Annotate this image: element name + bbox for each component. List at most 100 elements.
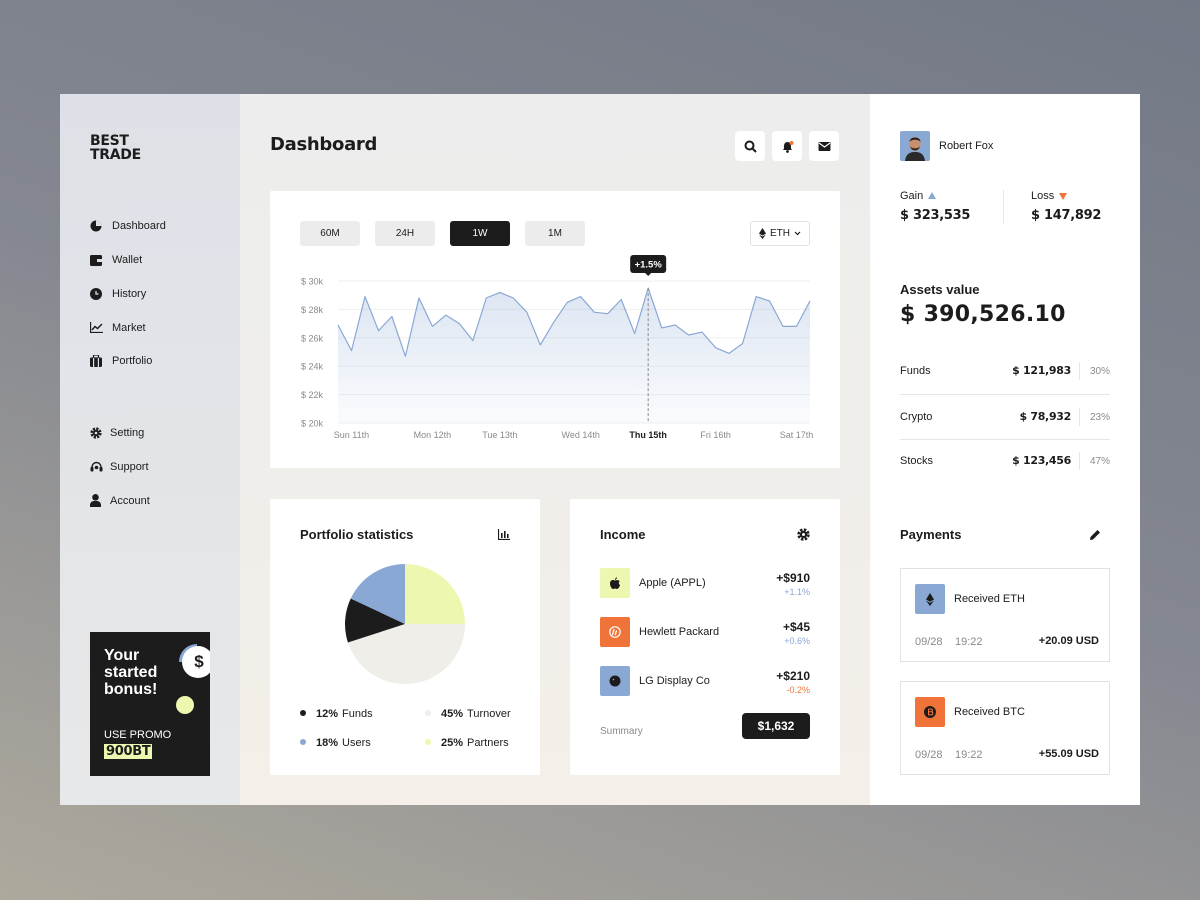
- range-button[interactable]: 24H: [375, 221, 435, 246]
- icon-hp: [609, 626, 621, 638]
- icon-apple: [610, 577, 620, 589]
- divider: [1079, 408, 1080, 426]
- legend-value: 18%: [316, 737, 338, 749]
- legend-value: 12%: [316, 708, 338, 720]
- nav-item[interactable]: Support: [110, 461, 149, 473]
- y-tick-label: $ 20k: [301, 419, 324, 429]
- company-name: Hewlett Packard: [639, 626, 720, 638]
- promo-code: 900BT: [104, 744, 153, 759]
- icon-wallet: [90, 255, 102, 266]
- search-button[interactable]: [735, 131, 765, 161]
- mail-button[interactable]: [809, 131, 839, 161]
- legend-value: 45%: [441, 708, 463, 720]
- x-tick-label: Fri 16th: [700, 430, 731, 440]
- legend-entry: 45% Turnover: [441, 708, 511, 720]
- brand: TRADE: [90, 147, 141, 163]
- payment-time: 19:22: [955, 636, 983, 648]
- legend-dot: [300, 739, 306, 745]
- icon-account: [90, 494, 101, 507]
- x-tick-label: Sun 11th: [334, 430, 369, 440]
- notification-button[interactable]: [772, 131, 802, 161]
- currency-select[interactable]: ETH: [750, 221, 810, 246]
- legend-dot: [425, 710, 431, 716]
- icon-settings[interactable]: [797, 528, 810, 541]
- nav-item[interactable]: Market: [112, 322, 146, 334]
- icon-setting: [90, 427, 102, 439]
- range-button[interactable]: 60M: [300, 221, 360, 246]
- y-tick-label: $ 26k: [301, 333, 324, 343]
- income-change: +1.1%: [784, 587, 810, 597]
- pie-slice: [405, 564, 465, 624]
- asset-name: Crypto: [900, 411, 933, 423]
- nav-item[interactable]: Portfolio: [112, 355, 153, 367]
- legend-dot: [300, 710, 306, 716]
- icon-edit[interactable]: [1089, 529, 1101, 541]
- legend-dot: [425, 739, 431, 745]
- legend-value: 25%: [441, 737, 463, 749]
- x-tick-label: Sat 17th: [780, 430, 814, 440]
- pie-slice: [350, 564, 405, 624]
- loss-value: $ 147,892: [1031, 208, 1102, 223]
- loss-label: Loss: [1031, 190, 1055, 202]
- row-divider: [900, 439, 1110, 440]
- icon-chevron: [794, 231, 801, 236]
- sidebar: BEST TRADE Dashboard Wallet History Mark…: [60, 94, 240, 805]
- coin-icon: [915, 584, 945, 614]
- assets-total: $ 390,526.10: [900, 302, 1066, 327]
- income-amount: +$910: [776, 571, 810, 585]
- icon-eth: [926, 592, 934, 606]
- icon-lg: [609, 675, 621, 687]
- payment-card[interactable]: Received BTC 09/28 19:22 +55.09 USD: [900, 681, 1110, 775]
- promo-dot: [176, 696, 194, 714]
- gain-value: $ 323,535: [900, 208, 971, 223]
- legend-entry: 25% Partners: [441, 737, 509, 749]
- nav-item[interactable]: Setting: [110, 427, 145, 439]
- promo-label: USE PROMO: [104, 729, 172, 741]
- nav-item[interactable]: Wallet: [112, 254, 143, 266]
- legend-label: Users: [342, 737, 371, 749]
- user-name: Robert Fox: [939, 140, 994, 152]
- icon-search: [744, 140, 757, 153]
- income-change: +0.6%: [784, 636, 810, 646]
- legend-label: Funds: [342, 708, 373, 720]
- promo-title: bonus!: [104, 681, 158, 698]
- icon-btc: [924, 706, 936, 718]
- pie-slice: [347, 624, 465, 685]
- icon-market: [90, 322, 103, 333]
- company-logo: [600, 617, 630, 647]
- nav-item[interactable]: Account: [110, 495, 150, 507]
- promo-card[interactable]: Your started bonus! $ USE PROMO 900BT: [90, 632, 210, 776]
- payment-card[interactable]: Received ETH 09/28 19:22 +20.09 USD: [900, 568, 1110, 662]
- payment-amount: +55.09 USD: [1038, 748, 1099, 760]
- nav-item[interactable]: History: [112, 288, 147, 300]
- payments-title: Payments: [900, 527, 962, 542]
- main-area: Dashboard 60M 24H 1W 1M ETH $ 20k $ 22k $ …: [240, 94, 870, 805]
- asset-share: 30%: [1089, 366, 1110, 377]
- income-card: Income Apple (APPL) +$910 +1.1% Hewlett …: [570, 499, 840, 775]
- brand: BEST: [90, 133, 129, 149]
- asset-share: 23%: [1089, 412, 1110, 423]
- range-button[interactable]: 1W: [450, 221, 510, 246]
- y-tick-label: $ 22k: [301, 390, 324, 400]
- x-tick-label: Mon 12th: [414, 430, 452, 440]
- asset-amount: $ 121,983: [1012, 364, 1071, 377]
- x-tick-label: Thu 15th: [629, 430, 667, 440]
- line-chart: $ 20k $ 22k $ 24k $ 26k $ 28k $ 30k Sun 11th Mo…: [301, 255, 814, 440]
- range-button[interactable]: 1M: [525, 221, 585, 246]
- company-name: Apple (APPL): [639, 577, 706, 589]
- nav-item[interactable]: Dashboard: [112, 220, 166, 232]
- asset-name: Stocks: [900, 455, 934, 467]
- tooltip-label: +1.5%: [635, 260, 663, 271]
- tooltip-pointer: [645, 273, 652, 276]
- row-divider: [900, 394, 1110, 395]
- price-chart-card: 60M 24H 1W 1M ETH $ 20k $ 22k $ 24k $ 26k $ …: [270, 191, 840, 468]
- y-tick-label: $ 24k: [301, 362, 324, 372]
- icon-support: [90, 461, 103, 472]
- divider: [1079, 452, 1080, 470]
- icon-history: [90, 288, 102, 300]
- legend-entry: 12% Funds: [316, 708, 373, 720]
- payment-time: 19:22: [955, 749, 983, 761]
- coin-icon: [915, 697, 945, 727]
- page-title: Dashboard: [270, 134, 378, 155]
